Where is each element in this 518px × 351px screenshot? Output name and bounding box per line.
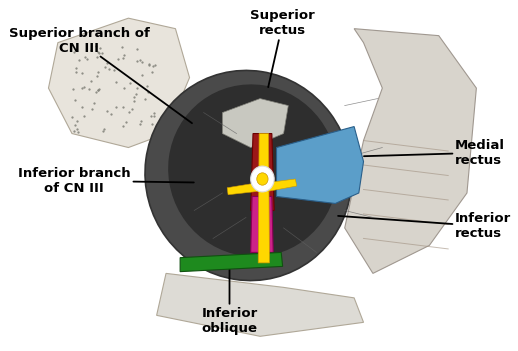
Circle shape xyxy=(257,173,268,185)
Polygon shape xyxy=(156,273,364,336)
Text: Superior
rectus: Superior rectus xyxy=(250,9,315,87)
Polygon shape xyxy=(222,99,289,147)
Ellipse shape xyxy=(145,71,352,280)
Text: Inferior
rectus: Inferior rectus xyxy=(338,212,511,240)
Polygon shape xyxy=(180,252,283,272)
Ellipse shape xyxy=(168,84,338,257)
Text: Inferior
oblique: Inferior oblique xyxy=(202,264,257,335)
Polygon shape xyxy=(268,179,297,191)
Text: Medial
rectus: Medial rectus xyxy=(364,139,505,167)
Polygon shape xyxy=(251,133,274,211)
Text: Superior branch of
CN III: Superior branch of CN III xyxy=(9,27,192,123)
Polygon shape xyxy=(344,29,477,273)
Polygon shape xyxy=(277,127,364,204)
Polygon shape xyxy=(49,18,190,147)
Text: Inferior branch
of CN III: Inferior branch of CN III xyxy=(18,167,194,195)
Circle shape xyxy=(251,166,274,192)
Polygon shape xyxy=(251,197,273,252)
Polygon shape xyxy=(258,133,269,263)
Polygon shape xyxy=(227,183,259,195)
